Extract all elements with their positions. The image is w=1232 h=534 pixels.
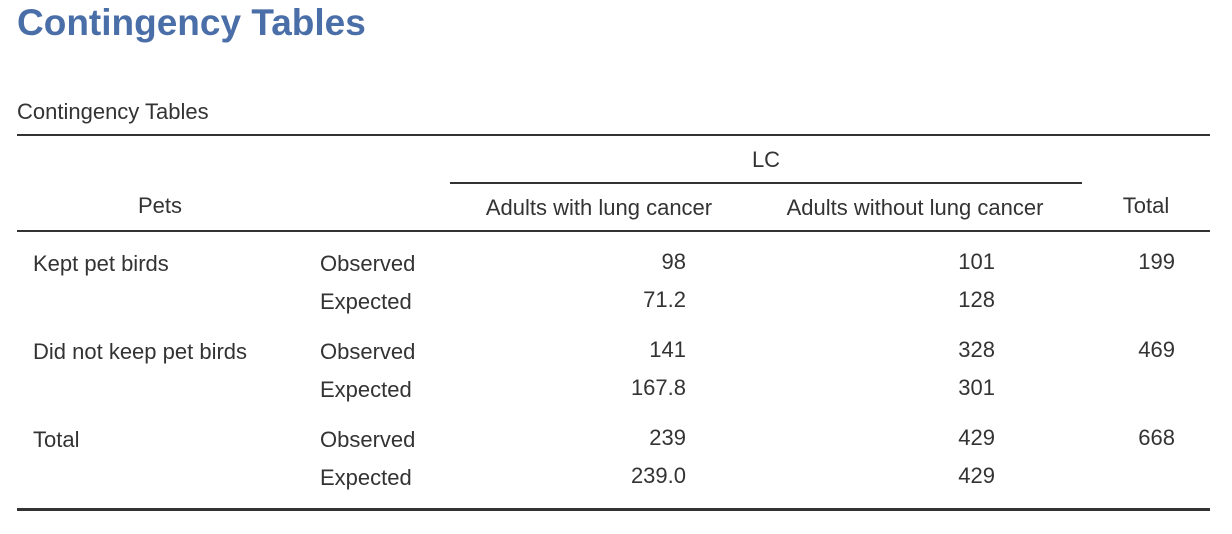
row-total: 469 xyxy=(1138,337,1175,362)
column-header-total: Total xyxy=(1122,193,1170,218)
results-heading: Contingency Tables xyxy=(17,2,366,43)
row-total: 199 xyxy=(1138,249,1175,274)
expected-label: Expected xyxy=(320,465,412,490)
row-header-pets: Pets xyxy=(137,193,183,218)
expected-with-cancer: 71.2 xyxy=(643,287,686,312)
table-top-rule xyxy=(17,134,1210,136)
expected-without-cancer: 301 xyxy=(958,375,995,400)
observed-label: Observed xyxy=(320,427,416,452)
expected-label: Expected xyxy=(320,377,412,402)
observed-with-cancer: 141 xyxy=(649,337,686,362)
observed-label: Observed xyxy=(320,251,416,276)
table-title: Contingency Tables xyxy=(17,99,209,124)
column-group-header: LC xyxy=(751,147,781,172)
expected-without-cancer: 128 xyxy=(958,287,995,312)
observed-label: Observed xyxy=(320,339,416,364)
observed-without-cancer: 429 xyxy=(958,425,995,450)
row-label: Total xyxy=(33,427,80,452)
row-total: 668 xyxy=(1138,425,1175,450)
column-header-with-cancer: Adults with lung cancer xyxy=(485,195,713,220)
column-header-without-cancer: Adults without lung cancer xyxy=(786,195,1044,220)
table-bottom-rule xyxy=(17,508,1210,511)
header-bottom-rule xyxy=(17,230,1210,232)
expected-with-cancer: 239.0 xyxy=(630,463,686,488)
row-label: Kept pet birds xyxy=(33,251,169,276)
expected-label: Expected xyxy=(320,289,412,314)
column-group-rule xyxy=(450,182,1082,184)
row-label: Did not keep pet birds xyxy=(33,339,248,364)
observed-with-cancer: 98 xyxy=(661,249,686,274)
expected-without-cancer: 429 xyxy=(958,463,995,488)
expected-with-cancer: 167.8 xyxy=(630,375,686,400)
observed-without-cancer: 328 xyxy=(958,337,995,362)
observed-without-cancer: 101 xyxy=(958,249,995,274)
observed-with-cancer: 239 xyxy=(649,425,686,450)
